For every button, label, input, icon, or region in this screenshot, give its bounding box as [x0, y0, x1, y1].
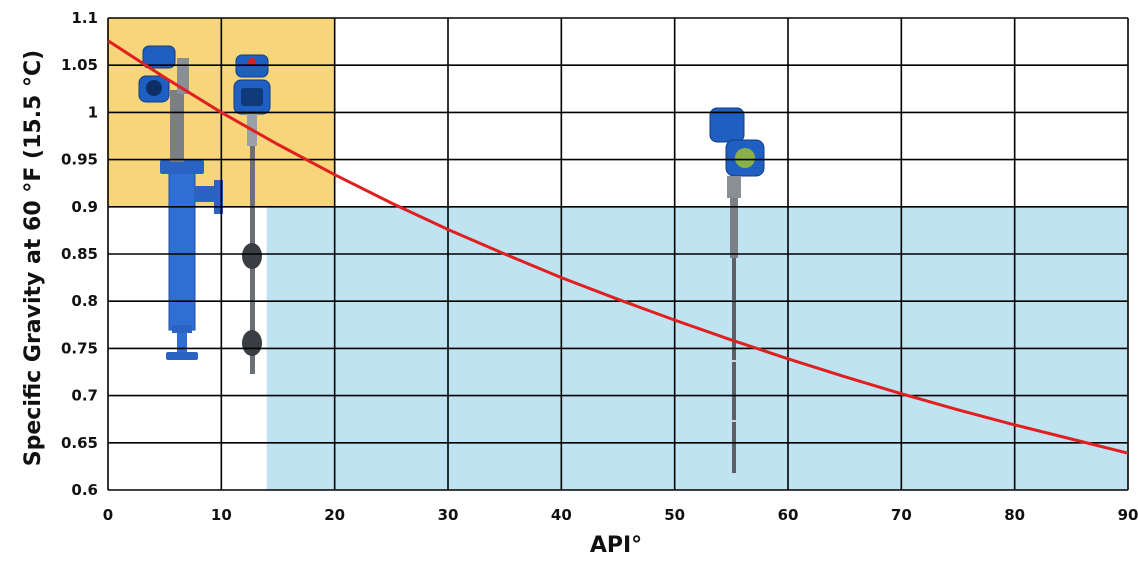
y-tick-label: 1.1 — [71, 9, 98, 27]
chamber-gauge-image — [138, 45, 223, 360]
x-tick-label: 70 — [891, 506, 912, 524]
instrument-illustrations — [138, 45, 765, 473]
x-tick-label: 40 — [551, 506, 572, 524]
gravity-curve — [107, 39, 1129, 455]
y-tick-label: 1.05 — [61, 56, 98, 74]
y-tick-label: 0.7 — [71, 387, 98, 405]
x-tick-label: 10 — [211, 506, 232, 524]
magnetostrictive-transmitter-image — [709, 107, 765, 473]
x-tick-label: 20 — [324, 506, 345, 524]
y-tick-label: 0.9 — [71, 198, 98, 216]
grid-lines — [107, 17, 1129, 491]
x-axis-ticks: 0 10 20 30 40 50 60 70 80 90 — [103, 506, 1138, 524]
x-axis-label: API° — [590, 533, 642, 558]
x-tick-label: 90 — [1118, 506, 1138, 524]
x-tick-label: 50 — [664, 506, 685, 524]
y-axis-ticks: 0.6 0.65 0.7 0.75 0.8 0.85 0.9 0.95 1 1.05 1.1 — [61, 9, 98, 499]
x-tick-label: 30 — [438, 506, 459, 524]
y-tick-label: 0.65 — [61, 434, 98, 452]
float-transmitter-image — [233, 54, 271, 374]
y-tick-label: 0.6 — [71, 481, 98, 499]
y-tick-label: 0.8 — [71, 292, 98, 310]
y-axis-label: Specific Gravity at 60 °F (15.5 °C) — [21, 50, 46, 466]
x-tick-label: 60 — [778, 506, 799, 524]
x-tick-label: 0 — [103, 506, 113, 524]
y-tick-label: 0.75 — [61, 339, 98, 357]
y-tick-label: 0.95 — [61, 151, 98, 169]
y-tick-label: 1 — [88, 103, 98, 121]
x-tick-label: 80 — [1004, 506, 1025, 524]
y-tick-label: 0.85 — [61, 245, 98, 263]
